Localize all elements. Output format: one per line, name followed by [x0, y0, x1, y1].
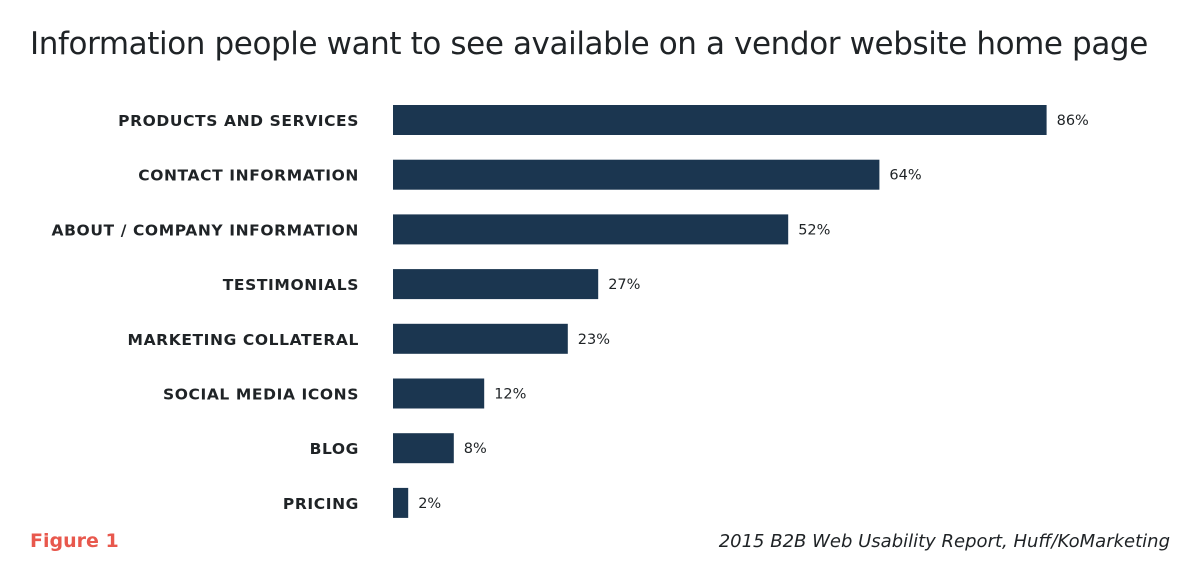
- value-label: 12%: [494, 387, 526, 403]
- bar: [393, 214, 789, 245]
- bars-group: PRODUCTS AND SERVICES 86% CONTACT INFORMAT…: [52, 105, 1089, 518]
- bar: [393, 323, 568, 354]
- bar: [393, 433, 454, 464]
- category-label: PRICING: [283, 495, 359, 513]
- category-label: ABOUT / COMPANY INFORMATION: [52, 221, 359, 239]
- value-label: 64%: [889, 168, 921, 184]
- value-label: 86%: [1057, 113, 1089, 129]
- value-label: 2%: [418, 496, 441, 512]
- category-label: SOCIAL MEDIA ICONS: [163, 386, 359, 404]
- category-label: CONTACT INFORMATION: [138, 167, 359, 185]
- value-label: 8%: [464, 441, 487, 457]
- bar: [393, 487, 409, 518]
- value-label: 23%: [578, 332, 610, 348]
- bar: [393, 105, 1047, 135]
- value-label: 52%: [798, 222, 830, 238]
- category-label: MARKETING COLLATERAL: [128, 331, 359, 349]
- bar: [393, 159, 880, 190]
- category-label: TESTIMONIALS: [223, 276, 359, 294]
- category-label: BLOG: [310, 440, 359, 458]
- figure-label: Figure 1: [30, 530, 119, 552]
- source-note: 2015 B2B Web Usability Report, Huff/KoMa…: [718, 531, 1170, 552]
- category-label: PRODUCTS AND SERVICES: [118, 112, 359, 130]
- chart-title: Information people want to see available…: [30, 26, 1148, 62]
- bar: [393, 378, 485, 409]
- value-label: 27%: [608, 277, 640, 293]
- bar: [393, 269, 599, 300]
